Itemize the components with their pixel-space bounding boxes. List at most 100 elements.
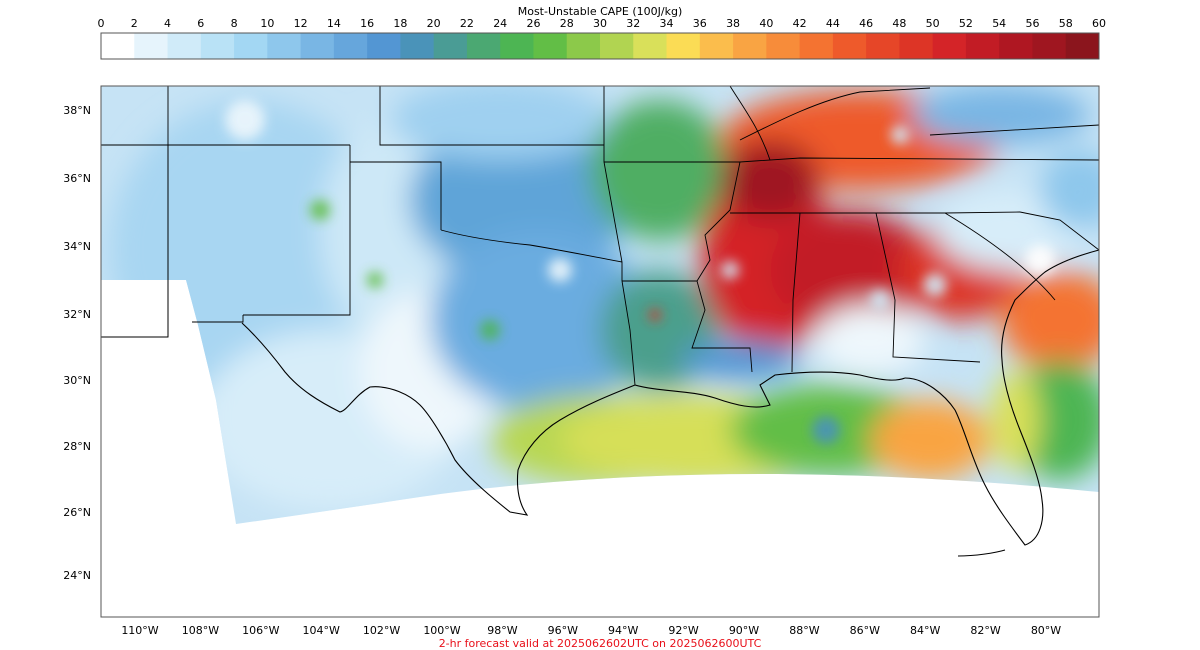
colorbar-tick-label: 12 <box>294 17 308 30</box>
cape-speck-3 <box>480 320 500 340</box>
longitude-label: 84°W <box>910 624 940 637</box>
map-frame <box>100 85 1100 618</box>
colorbar-tick-label: 56 <box>1025 17 1039 30</box>
colorbar-tick-labels: 0 2 4 6 8 10 12 14 16 18 20 22 24 26 28 30 32 34 36 38 40 42 4… <box>98 17 1107 30</box>
cape-speck-7 <box>923 273 947 297</box>
cape-speck-4 <box>548 258 572 282</box>
colorbar-tick-label: 38 <box>726 17 740 30</box>
cape-speck-9 <box>891 126 909 144</box>
colorbar-tick-label: 58 <box>1059 17 1073 30</box>
cape-speck-5 <box>721 261 739 279</box>
boundary-va <box>929 124 1100 136</box>
cape-region-kansas <box>390 86 610 160</box>
colorbar-swatch <box>167 33 202 59</box>
latitude-label: 24°N <box>63 569 91 582</box>
boundary-ok-east <box>603 86 623 281</box>
colorbar-swatch <box>200 33 235 59</box>
colorbar-tick-label: 52 <box>959 17 973 30</box>
longitude-label: 86°W <box>850 624 880 637</box>
longitude-labels: 110°W 108°W 106°W 104°W 102°W 100°W 98°W 96°W 94… <box>121 624 1061 637</box>
longitude-label: 92°W <box>668 624 698 637</box>
boundary-ky <box>739 87 931 141</box>
colorbar-swatch <box>832 33 867 59</box>
colorbar: Most-Unstable CAPE (100J/kg) 0 2 4 6 8 10 12 14… <box>98 5 1107 60</box>
colorbar-tick-label: 30 <box>593 17 607 30</box>
boundary-mo-il <box>729 85 771 161</box>
cape-speck-12 <box>225 100 265 140</box>
colorbar-tick-label: 46 <box>859 17 873 30</box>
colorbar-swatch <box>866 33 900 59</box>
boundary-ok-panhandle <box>350 161 442 230</box>
colorbar-swatch <box>666 33 701 59</box>
cape-speck-8 <box>812 416 840 444</box>
latitude-label: 32°N <box>63 308 91 321</box>
latitude-labels: 38°N 36°N 34°N 32°N 30°N 28°N 26°N 24°N <box>63 104 91 582</box>
longitude-label: 102°W <box>363 624 400 637</box>
cape-speck-2 <box>367 272 383 288</box>
colorbar-frame <box>100 32 1100 60</box>
latitude-label: 34°N <box>63 240 91 253</box>
cape-field <box>101 86 1099 524</box>
colorbar-swatch <box>965 33 1000 59</box>
cape-region-atlantic-north <box>1000 270 1099 370</box>
colorbar-tick-label: 44 <box>826 17 840 30</box>
colorbar-tick-label: 42 <box>793 17 807 30</box>
latitude-label: 28°N <box>63 440 91 453</box>
boundary-ks-ok <box>379 86 604 146</box>
colorbar-tick-label: 4 <box>164 17 171 30</box>
colorbar-tick-label: 50 <box>926 17 940 30</box>
boundary-la-ms <box>691 280 753 373</box>
colorbar-tick-label: 34 <box>660 17 674 30</box>
boundary-nc-sc <box>1019 211 1100 251</box>
cape-region-florida <box>990 370 1040 470</box>
colorbar-tick-label: 0 <box>98 17 105 30</box>
colorbar-tick-label: 14 <box>327 17 341 30</box>
colorbar-tick-label: 16 <box>360 17 374 30</box>
colorbar-tick-label: 36 <box>693 17 707 30</box>
colorbar-swatch <box>633 33 668 59</box>
boundary-nm-tx-north <box>243 145 351 316</box>
colorbar-swatch <box>766 33 801 59</box>
colorbar-tick-label: 60 <box>1092 17 1106 30</box>
longitude-label: 96°W <box>548 624 578 637</box>
cape-speck-11 <box>649 309 661 321</box>
colorbar-swatch <box>500 33 534 59</box>
colorbar-tick-label: 24 <box>493 17 507 30</box>
colorbar-swatch <box>300 33 335 59</box>
colorbar-tick-label: 40 <box>759 17 773 30</box>
colorbar-tick-label: 48 <box>892 17 906 30</box>
longitude-label: 98°W <box>487 624 517 637</box>
cape-region-arkansas <box>590 100 730 240</box>
coastline-keys <box>957 549 1006 557</box>
latitude-label: 26°N <box>63 506 91 519</box>
longitude-label: 94°W <box>608 624 638 637</box>
colorbar-swatch <box>466 33 501 59</box>
longitude-label: 100°W <box>423 624 460 637</box>
colorbar-tick-label: 26 <box>526 17 540 30</box>
colorbar-swatch <box>899 33 934 59</box>
colorbar-swatch <box>932 33 967 59</box>
latitude-label: 38°N <box>63 104 91 117</box>
colorbar-swatch <box>433 33 468 59</box>
forecast-footer-caption: 2-hr forecast valid at 2025062602UTC on … <box>439 637 762 650</box>
colorbar-swatch <box>333 33 368 59</box>
map-panel: 38°N 36°N 34°N 32°N 30°N 28°N 26°N 24°N 110°W 10… <box>63 85 1100 637</box>
colorbar-swatch <box>367 33 401 59</box>
colorbar-tick-label: 2 <box>131 17 138 30</box>
latitude-label: 36°N <box>63 172 91 185</box>
cape-region-ga-fl-line <box>815 305 925 375</box>
colorbar-tick-label: 54 <box>992 17 1006 30</box>
cape-region-kentucky <box>910 86 1090 145</box>
colorbar-tick-label: 32 <box>626 17 640 30</box>
longitude-label: 108°W <box>182 624 219 637</box>
cape-speck-1 <box>310 200 330 220</box>
boundary-nm-tx-south <box>192 315 244 323</box>
colorbar-swatch <box>101 33 135 59</box>
coastline-florida <box>904 249 1100 546</box>
cape-region-west-tn <box>720 140 820 220</box>
cape-region-carolinas <box>1040 150 1099 230</box>
colorbar-tick-label: 8 <box>231 17 238 30</box>
colorbar-tick-label: 22 <box>460 17 474 30</box>
colorbar-swatch <box>533 33 568 59</box>
